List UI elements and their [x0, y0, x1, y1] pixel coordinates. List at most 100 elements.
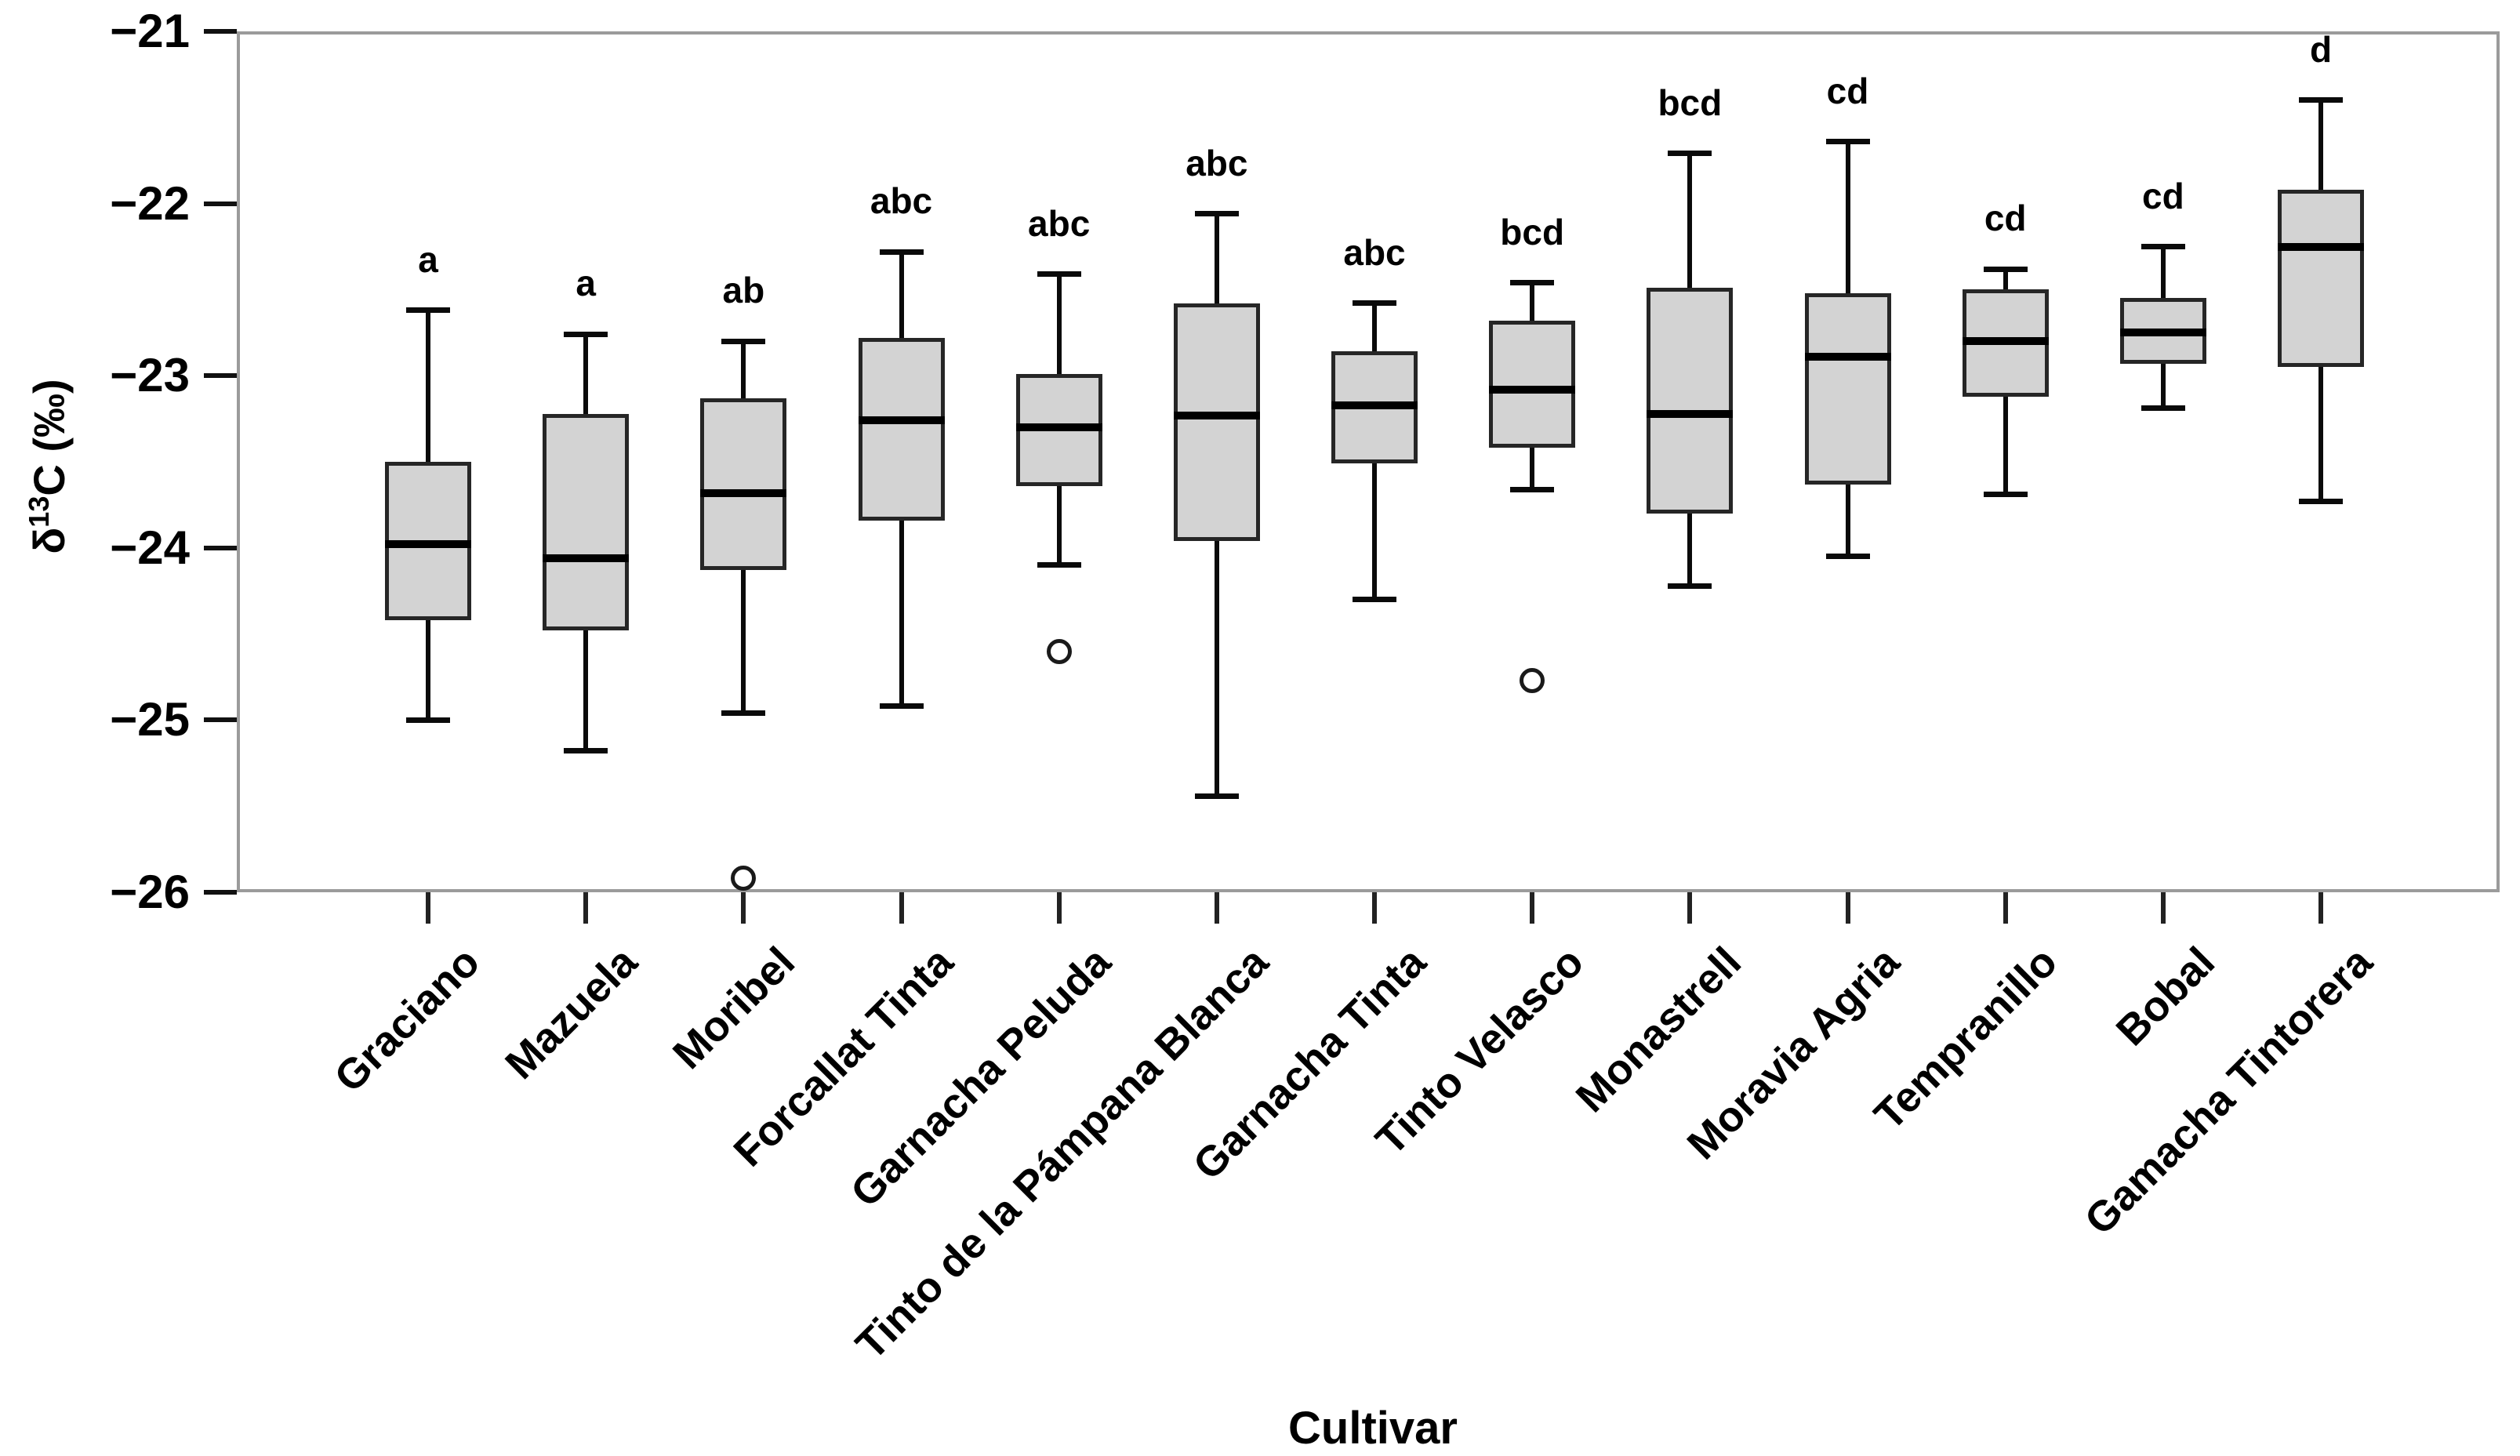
median-line-bobal	[2119, 329, 2206, 337]
x-axis-tick	[583, 892, 589, 924]
lower-whisker-bobal	[2160, 363, 2166, 408]
x-axis-tick	[2003, 892, 2008, 924]
upper-whisker-gamacha-tintorera	[2318, 100, 2323, 191]
upper-whisker-cap-monastrell	[1668, 151, 1712, 157]
x-axis-tick	[899, 892, 904, 924]
x-axis-tick	[1056, 892, 1062, 924]
upper-whisker-cap-forcallat-tinta	[879, 249, 924, 255]
lower-whisker-cap-moribel	[721, 710, 766, 717]
upper-whisker-tempranillo	[2003, 269, 2008, 290]
lower-whisker-tinto-de-la-pampana-blanca	[1214, 541, 1219, 797]
y-axis-tick	[204, 29, 237, 34]
x-axis-tick	[1372, 892, 1377, 924]
y-axis-tick	[204, 890, 237, 895]
lower-whisker-moribel	[741, 570, 746, 713]
y-axis-tick	[204, 717, 237, 723]
upper-whisker-tinto-de-la-pampana-blanca	[1214, 213, 1219, 303]
significance-letter-garnacha-tinta: abc	[1343, 231, 1406, 273]
lower-whisker-cap-tinto-velasco	[1510, 486, 1555, 492]
outlier-point-garnacha-peluda	[1046, 638, 1072, 664]
y-axis-tick-label: −21	[110, 5, 190, 57]
lower-whisker-garnacha-tinta	[1372, 463, 1377, 600]
lower-whisker-monastrell	[1687, 513, 1693, 586]
significance-letter-moribel: ab	[722, 270, 765, 311]
significance-letter-gamacha-tintorera: d	[2309, 28, 2333, 70]
upper-whisker-bobal	[2160, 246, 2166, 299]
lower-whisker-cap-moravia-agria	[1825, 554, 1870, 560]
lower-whisker-cap-gamacha-tintorera	[2299, 499, 2343, 504]
lower-whisker-cap-tinto-de-la-pampana-blanca	[1194, 793, 1239, 799]
y-axis-tick-label: −24	[110, 521, 190, 574]
upper-whisker-cap-graciano	[406, 307, 450, 314]
lower-whisker-cap-graciano	[406, 717, 450, 723]
median-line-tempranillo	[1962, 337, 2049, 346]
significance-letter-monastrell: bcd	[1658, 82, 1723, 123]
median-line-garnacha-tinta	[1331, 401, 1418, 409]
y-axis-tick-label: −26	[110, 866, 190, 918]
significance-letter-tinto-velasco: bcd	[1500, 211, 1565, 252]
upper-whisker-tinto-velasco	[1530, 282, 1535, 321]
x-axis-tick	[741, 892, 746, 924]
lower-whisker-forcallat-tinta	[899, 520, 904, 706]
significance-letter-bobal: cd	[2141, 175, 2184, 216]
y-axis-tick-label: −23	[110, 349, 190, 402]
upper-whisker-cap-mazuela	[564, 331, 608, 337]
median-line-forcallat-tinta	[858, 416, 945, 425]
lower-whisker-cap-tempranillo	[1983, 492, 2028, 498]
x-axis-tick	[426, 892, 430, 924]
y-axis-tick	[204, 201, 237, 206]
significance-letter-graciano: a	[418, 238, 438, 280]
x-axis-label-graciano: Graciano	[325, 938, 489, 1102]
upper-whisker-cap-moravia-agria	[1825, 139, 1870, 145]
x-axis-tick	[2160, 892, 2166, 924]
x-axis-tick	[1687, 892, 1693, 924]
upper-whisker-forcallat-tinta	[899, 252, 904, 338]
x-axis-label-gamacha-tintorera: Gamacha Tintorera	[2075, 938, 2382, 1244]
median-line-mazuela	[543, 554, 630, 562]
x-axis-label-moribel: Moribel	[664, 938, 804, 1078]
median-line-gamacha-tintorera	[2278, 242, 2364, 251]
iqr-box-mazuela	[543, 413, 630, 631]
significance-letter-tinto-de-la-pampana-blanca: abc	[1186, 142, 1248, 183]
x-axis-label-bobal: Bobal	[2107, 938, 2224, 1055]
upper-whisker-cap-tinto-de-la-pampana-blanca	[1194, 211, 1239, 217]
y-axis-tick-label: −22	[110, 176, 190, 230]
median-line-monastrell	[1647, 409, 1734, 418]
upper-whisker-monastrell	[1687, 153, 1693, 289]
significance-letter-moravia-agria: cd	[1826, 70, 1869, 111]
x-axis-tick	[1530, 892, 1535, 924]
iqr-box-gamacha-tintorera	[2278, 190, 2364, 368]
y-axis-tick	[204, 373, 237, 379]
iqr-box-tinto-de-la-pampana-blanca	[1173, 303, 1260, 541]
upper-whisker-moravia-agria	[1845, 141, 1850, 293]
x-axis-label-garnacha-peluda: Garnacha Peluda	[841, 938, 1120, 1217]
y-axis-tick-label: −25	[110, 693, 190, 746]
lower-whisker-cap-bobal	[2141, 405, 2185, 412]
lower-whisker-tinto-velasco	[1530, 448, 1535, 490]
x-axis-label-mazuela: Mazuela	[496, 938, 647, 1088]
iqr-box-monastrell	[1647, 288, 1734, 514]
significance-letter-mazuela: a	[576, 263, 596, 304]
median-line-garnacha-peluda	[1015, 423, 1102, 432]
lower-whisker-cap-garnacha-peluda	[1037, 562, 1081, 568]
x-axis-tick	[1214, 892, 1219, 924]
lower-whisker-cap-monastrell	[1668, 583, 1712, 589]
upper-whisker-moribel	[741, 341, 746, 398]
outlier-point-moribel	[731, 866, 757, 891]
iqr-box-forcallat-tinta	[858, 337, 945, 521]
upper-whisker-mazuela	[583, 334, 589, 414]
significance-letter-garnacha-peluda: abc	[1028, 202, 1091, 244]
median-line-tinto-velasco	[1489, 385, 1576, 394]
upper-whisker-cap-garnacha-peluda	[1037, 271, 1081, 278]
y-axis-tick	[204, 545, 237, 550]
lower-whisker-mazuela	[583, 630, 589, 751]
upper-whisker-cap-tinto-velasco	[1510, 280, 1555, 286]
lower-whisker-cap-forcallat-tinta	[879, 703, 924, 710]
median-line-graciano	[385, 540, 471, 549]
median-line-moribel	[700, 488, 787, 497]
upper-whisker-cap-bobal	[2141, 244, 2185, 249]
iqr-box-tinto-velasco	[1489, 320, 1576, 448]
upper-whisker-cap-moribel	[721, 338, 766, 344]
x-axis-title: Cultivar	[1288, 1403, 1458, 1454]
